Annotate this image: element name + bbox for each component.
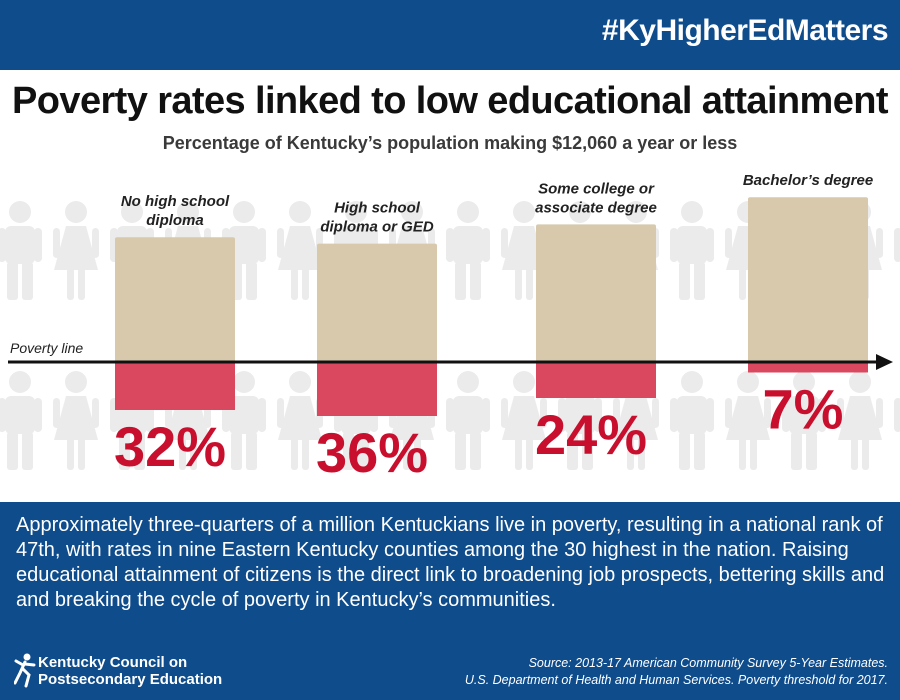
person-silhouette: [0, 371, 42, 470]
person-silhouette: [670, 201, 714, 300]
page-title: Poverty rates linked to low educational …: [12, 80, 888, 122]
bar-above-poverty-line: [536, 224, 656, 362]
poverty-bar-chart: Poverty line No high school diploma 32% Hig…: [0, 172, 900, 484]
poverty-line-label: Poverty line: [10, 340, 83, 356]
person-silhouette: [837, 371, 883, 470]
category-label: No high school: [121, 193, 230, 210]
source-line2: U.S. Department of Health and Human Serv…: [464, 673, 888, 687]
source-line1: Source: 2013-17 American Community Surve…: [528, 656, 888, 670]
person-silhouette: [670, 371, 714, 470]
summary-panel: [0, 502, 900, 700]
category-label: Some college or: [538, 180, 655, 197]
cpe-logo: Kentucky Council on Postsecondary Educat…: [14, 651, 234, 693]
bar-below-poverty-line: [317, 362, 437, 416]
value-label: 36%: [316, 421, 428, 484]
page-subtitle: Percentage of Kentucky’s population maki…: [162, 133, 738, 153]
category-label: associate degree: [535, 199, 657, 216]
summary-text: Approximately three-quarters of a millio…: [16, 514, 885, 611]
hashtag-label: #KyHigherEdMatters: [601, 14, 889, 47]
person-silhouette: [0, 201, 42, 300]
category-label: Bachelor’s degree: [743, 172, 873, 189]
value-label: 7%: [763, 378, 844, 441]
bar-below-poverty-line: [748, 362, 868, 373]
person-silhouette: [894, 371, 900, 470]
person-silhouette: [446, 371, 490, 470]
running-figure-icon: [14, 653, 36, 688]
header-bar: #KyHigherEdMatters: [0, 0, 900, 70]
value-label: 32%: [114, 415, 226, 478]
person-silhouette: [894, 201, 900, 300]
source-note: Source: 2013-17 American Community Surve…: [288, 655, 888, 689]
person-silhouette: [53, 201, 99, 300]
bar-below-poverty-line: [536, 362, 656, 398]
person-silhouette: [277, 201, 323, 300]
value-label: 24%: [535, 403, 647, 466]
logo-line2: Postsecondary Education: [38, 671, 223, 688]
person-silhouette: [53, 371, 99, 470]
logo-line1: Kentucky Council on: [38, 654, 188, 671]
bar-above-poverty-line: [317, 243, 437, 362]
person-silhouette: [446, 201, 490, 300]
category-label: High school: [334, 200, 421, 217]
category-label: diploma or GED: [320, 219, 434, 236]
bar-below-poverty-line: [115, 362, 235, 410]
category-label: diploma: [146, 212, 204, 229]
bar-above-poverty-line: [115, 237, 235, 362]
bar-above-poverty-line: [748, 197, 868, 362]
arrow-right-icon: [876, 354, 893, 370]
